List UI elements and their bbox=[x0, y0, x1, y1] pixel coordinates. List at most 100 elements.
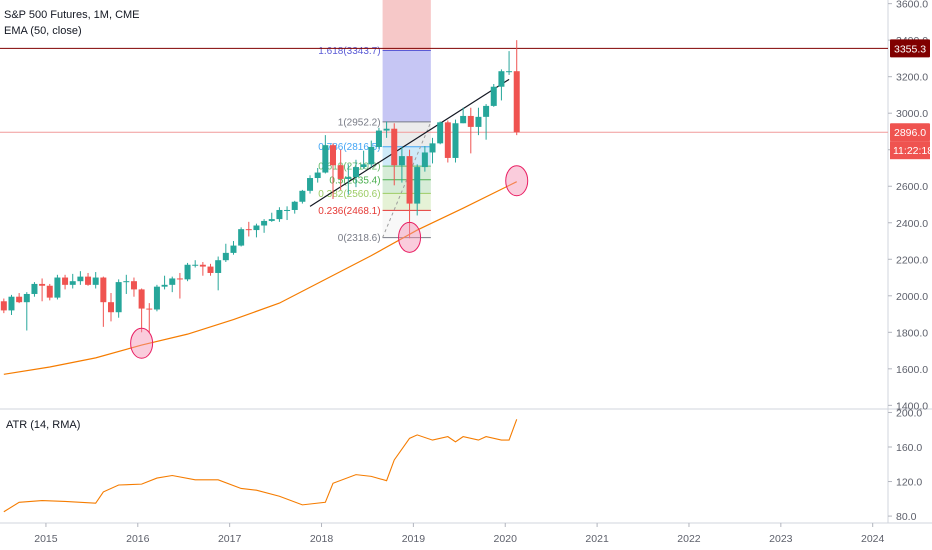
fib-level-label: 0(2318.6) bbox=[338, 233, 381, 244]
candle-body[interactable] bbox=[39, 283, 46, 286]
atr-tick-label: 80.0 bbox=[896, 511, 917, 523]
candle-body[interactable] bbox=[62, 277, 69, 285]
candle-body[interactable] bbox=[123, 281, 130, 283]
candle-body[interactable] bbox=[108, 302, 114, 313]
price-tick-label: 2600.0 bbox=[896, 181, 928, 193]
price-tick-label: 3200.0 bbox=[896, 72, 928, 84]
candle-body[interactable] bbox=[383, 128, 390, 131]
candle-body[interactable] bbox=[498, 71, 505, 87]
candle-body[interactable] bbox=[69, 281, 76, 285]
candle-body[interactable] bbox=[261, 220, 268, 226]
time-tick-label: 2017 bbox=[218, 533, 242, 545]
candle-body[interactable] bbox=[360, 164, 367, 168]
candle-body[interactable] bbox=[153, 286, 160, 310]
candle-body[interactable] bbox=[23, 293, 30, 303]
candle-body[interactable] bbox=[100, 277, 107, 303]
candle-body[interactable] bbox=[207, 266, 214, 273]
resistance-badge-text: 3355.3 bbox=[894, 43, 926, 55]
candle-body[interactable] bbox=[429, 143, 436, 153]
candle-body[interactable] bbox=[452, 123, 459, 158]
candle-body[interactable] bbox=[46, 285, 53, 298]
candle-body[interactable] bbox=[460, 115, 467, 124]
candle-body[interactable] bbox=[322, 145, 329, 173]
candle-body[interactable] bbox=[215, 260, 222, 273]
candle-body[interactable] bbox=[230, 245, 237, 253]
candle-body[interactable] bbox=[299, 190, 306, 202]
candle-body[interactable] bbox=[437, 122, 444, 144]
fib-level-label: 0.5(2635.4) bbox=[329, 175, 380, 186]
price-tick-label: 1400.0 bbox=[896, 400, 928, 412]
candle-body[interactable] bbox=[161, 284, 168, 287]
candle-body[interactable] bbox=[421, 152, 428, 168]
candle-body[interactable] bbox=[245, 229, 252, 231]
candle-body[interactable] bbox=[345, 177, 352, 179]
candle-body[interactable] bbox=[291, 201, 298, 210]
candle-body[interactable] bbox=[92, 277, 99, 285]
candle-body[interactable] bbox=[475, 116, 482, 127]
candle-body[interactable] bbox=[284, 209, 291, 211]
trendline bbox=[309, 78, 510, 207]
candle-body[interactable] bbox=[253, 225, 260, 231]
candle-body[interactable] bbox=[0, 301, 7, 311]
candle-body[interactable] bbox=[222, 252, 229, 261]
candle-body[interactable] bbox=[54, 277, 61, 298]
candle-body[interactable] bbox=[192, 264, 199, 266]
candle-body[interactable] bbox=[352, 167, 359, 178]
candle-body[interactable] bbox=[77, 276, 84, 282]
candle-body[interactable] bbox=[406, 156, 413, 204]
candle-body[interactable] bbox=[276, 209, 283, 220]
time-tick-label: 2018 bbox=[310, 533, 334, 545]
candle-body[interactable] bbox=[414, 167, 421, 204]
candle-body[interactable] bbox=[375, 130, 382, 147]
candle-body[interactable] bbox=[337, 165, 344, 179]
candle-body[interactable] bbox=[314, 172, 321, 179]
candle-body[interactable] bbox=[184, 264, 191, 280]
candle-body[interactable] bbox=[138, 289, 145, 309]
candle-body[interactable] bbox=[16, 296, 23, 303]
candle-body[interactable] bbox=[330, 145, 336, 166]
candle-body[interactable] bbox=[238, 229, 245, 246]
ema-line bbox=[3, 181, 517, 375]
highlight-circle bbox=[505, 165, 529, 197]
price-tick-label: 1800.0 bbox=[896, 327, 928, 339]
price-tick-label: 2200.0 bbox=[896, 254, 928, 266]
candle-body[interactable] bbox=[513, 71, 520, 133]
last-price-badge-text: 2896.0 bbox=[894, 127, 926, 139]
candle-body[interactable] bbox=[115, 282, 122, 313]
price-tick-label: 2400.0 bbox=[896, 218, 928, 230]
candle-body[interactable] bbox=[146, 308, 153, 310]
time-tick-label: 2024 bbox=[861, 533, 885, 545]
candle-body[interactable] bbox=[169, 278, 176, 285]
countdown-badge bbox=[890, 141, 930, 160]
atr-tick-label: 200.0 bbox=[896, 407, 922, 419]
candle-body[interactable] bbox=[307, 178, 314, 191]
price-tick-label: 3600.0 bbox=[896, 0, 928, 11]
candle-body[interactable] bbox=[85, 276, 92, 285]
candle-body[interactable] bbox=[490, 86, 497, 106]
candle-body[interactable] bbox=[268, 219, 275, 221]
price-tick-label: 2000.0 bbox=[896, 291, 928, 303]
time-tick-label: 2023 bbox=[769, 533, 793, 545]
candle-body[interactable] bbox=[398, 156, 405, 166]
candle-body[interactable] bbox=[8, 296, 15, 311]
time-tick-label: 2022 bbox=[677, 533, 701, 545]
candle-body[interactable] bbox=[506, 71, 513, 73]
chart-title: S&P 500 Futures, 1M, CME bbox=[4, 9, 140, 21]
candle-body[interactable] bbox=[444, 122, 451, 158]
candle-body[interactable] bbox=[176, 278, 183, 280]
atr-legend: ATR (14, RMA) bbox=[6, 419, 80, 431]
countdown-badge-text: 11:22:18 bbox=[893, 145, 932, 157]
candle-body[interactable] bbox=[199, 264, 206, 267]
candle-body[interactable] bbox=[391, 128, 398, 166]
atr-tick-label: 160.0 bbox=[896, 442, 922, 454]
candle-body[interactable] bbox=[368, 146, 375, 165]
fib-level-label: 0.618(2710.2) bbox=[318, 162, 380, 173]
candle-body[interactable] bbox=[31, 283, 38, 294]
candle-body[interactable] bbox=[467, 115, 474, 127]
last-price-badge bbox=[890, 123, 930, 142]
candle-body[interactable] bbox=[483, 105, 490, 117]
atr-tick-label: 120.0 bbox=[896, 477, 922, 489]
time-tick-label: 2020 bbox=[494, 533, 518, 545]
candle-body[interactable] bbox=[130, 281, 137, 290]
